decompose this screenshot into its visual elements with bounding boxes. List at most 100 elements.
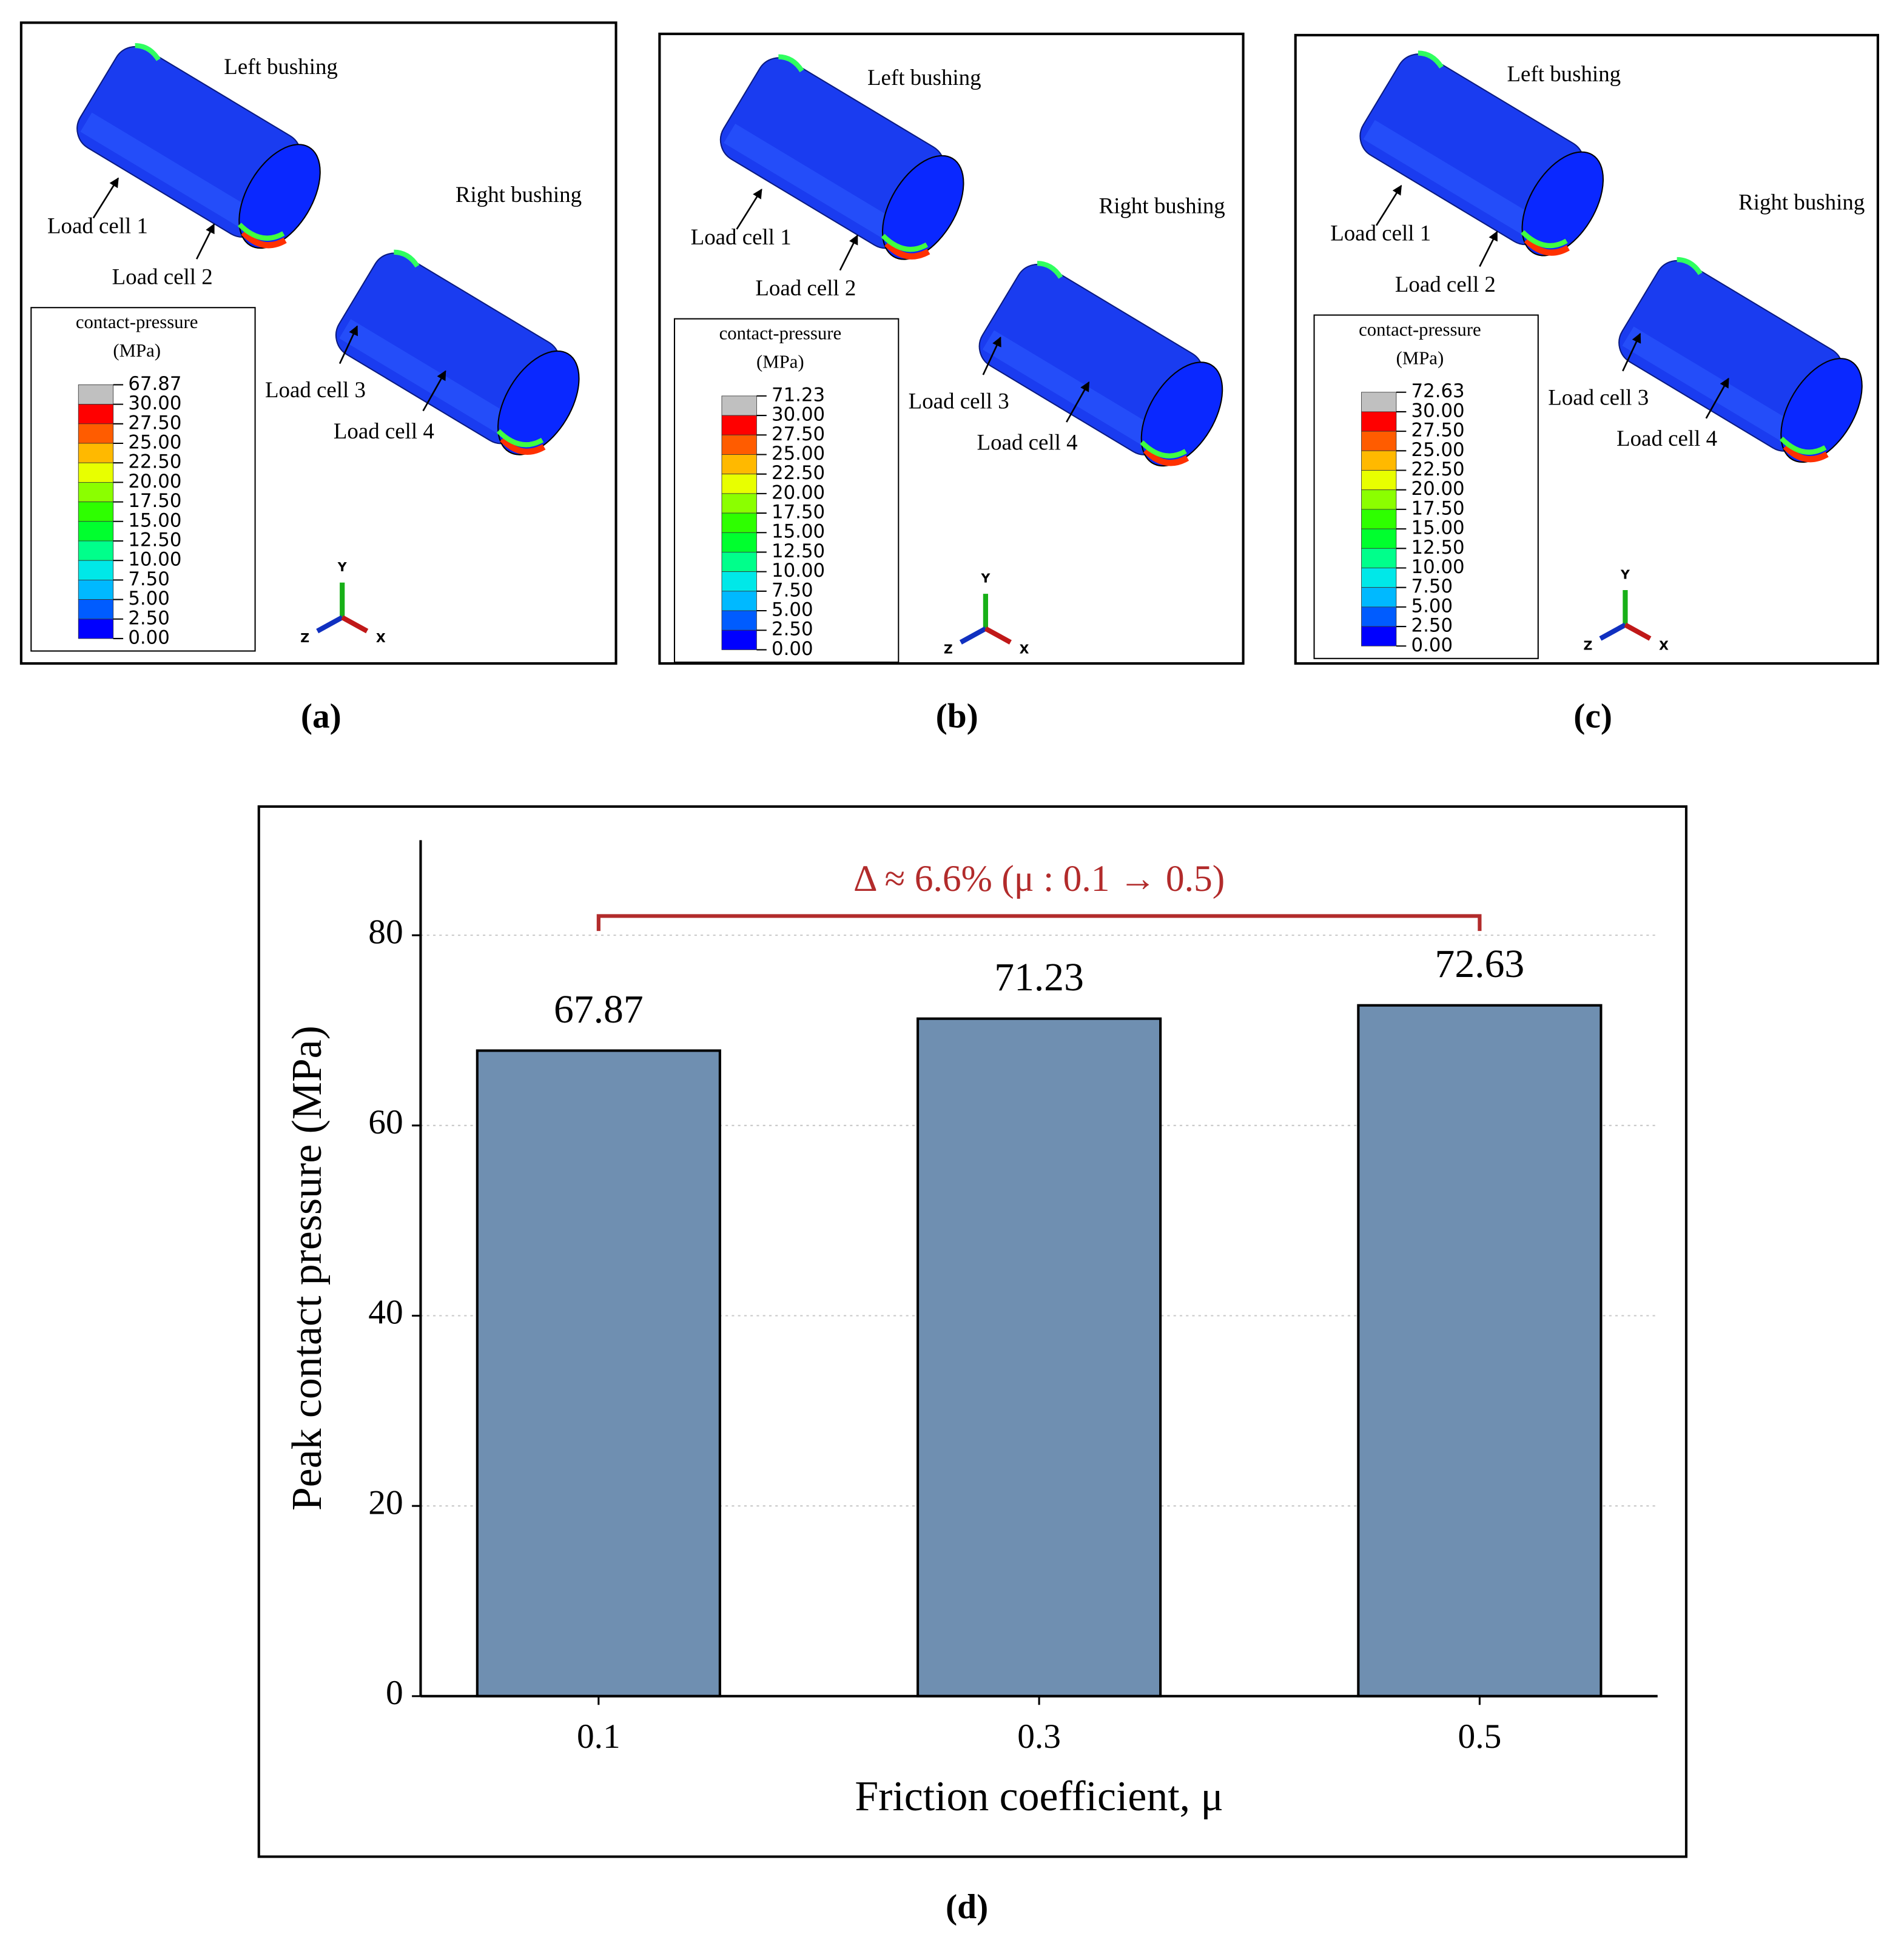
contact-zone — [237, 223, 285, 241]
axis-x — [341, 615, 369, 634]
legend-band — [1361, 606, 1397, 627]
legend-band — [721, 571, 757, 592]
bracket — [596, 914, 1482, 932]
panel-content: Left bushing Right bushing Load cell 1 Load… — [673, 54, 1225, 663]
y-tick-label: 20 — [368, 1483, 403, 1522]
bushing-shade — [724, 124, 904, 244]
contact-zone — [496, 429, 544, 448]
legend-label: 25.00 — [772, 443, 825, 465]
bushing-end — [1521, 151, 1604, 257]
arrow — [422, 370, 446, 412]
x-tick-label: 0.1 — [577, 1717, 621, 1756]
arrow — [338, 325, 358, 364]
arrow — [1705, 377, 1729, 419]
contact-zone — [241, 230, 287, 249]
legend-title: contact-pressure — [76, 312, 198, 332]
legend-band — [721, 591, 757, 611]
axis-label: Z — [1583, 638, 1592, 653]
annotation: Load cell 2 — [112, 264, 213, 289]
bar — [917, 1017, 1162, 1697]
legend-box — [1313, 314, 1539, 659]
legend-label: 67.87 — [128, 373, 181, 395]
legend-label: 27.50 — [772, 423, 825, 445]
panel-label: (d) — [946, 1888, 988, 1926]
y-tick-label: 0 — [386, 1674, 403, 1712]
legend-band — [1361, 489, 1397, 510]
legend-band — [78, 443, 114, 463]
legend-label: 0.00 — [1411, 634, 1453, 656]
y-tick-label: 60 — [368, 1103, 403, 1141]
contact-zone — [1524, 238, 1570, 256]
legend-label: 5.00 — [128, 588, 170, 609]
legend-unit: (MPa) — [113, 340, 161, 361]
legend-label: 72.63 — [1411, 380, 1465, 402]
value-label: 72.63 — [1435, 942, 1525, 986]
legend-band — [1361, 411, 1397, 432]
y-axis-label: Peak contact pressure (MPa) — [284, 1026, 331, 1511]
legend-band — [78, 619, 114, 639]
annotation: Load cell 4 — [1616, 426, 1717, 451]
legend-band — [78, 540, 114, 561]
contact-zone — [884, 241, 930, 260]
arrow — [982, 337, 1001, 375]
bar — [476, 1049, 721, 1697]
legend-label: 15.00 — [128, 509, 181, 531]
legend-label: 30.00 — [772, 404, 825, 426]
bushing — [1618, 257, 1863, 463]
annotation: Right bushing — [1738, 189, 1865, 214]
bushing-shade — [339, 319, 520, 440]
bushing-shade — [80, 112, 261, 233]
legend-label: 71.23 — [772, 384, 825, 406]
axis-label: X — [1020, 642, 1029, 656]
legend-band — [78, 482, 114, 503]
legend-band — [78, 599, 114, 620]
legend-band — [721, 512, 757, 533]
contact-zone — [1521, 230, 1568, 249]
contact-zone — [500, 437, 546, 455]
legend-band — [1361, 626, 1397, 646]
legend-label: 5.00 — [1411, 595, 1453, 617]
contact-zone — [394, 249, 420, 268]
legend-band — [78, 423, 114, 444]
legend-band — [721, 552, 757, 572]
legend-label: 2.50 — [128, 607, 170, 629]
legend-title: contact-pressure — [719, 323, 842, 343]
legend-band — [721, 493, 757, 514]
legend-label: 12.50 — [1411, 537, 1465, 559]
arrow — [1622, 332, 1641, 372]
axis-z — [1599, 622, 1627, 641]
panel-content: Left bushing Right bushing Load cell 1 Load… — [1313, 50, 1865, 659]
annotation: Load cell 4 — [334, 418, 434, 443]
annotation: Load cell 3 — [265, 377, 366, 402]
annotation: Load cell 1 — [1330, 221, 1431, 246]
arrow — [1479, 230, 1498, 267]
bushing-end — [881, 155, 964, 260]
legend-band — [1361, 568, 1397, 588]
legend-band — [1361, 431, 1397, 451]
legend-label: 22.50 — [1411, 458, 1465, 480]
bushing — [76, 43, 321, 249]
legend-label: 10.00 — [772, 560, 825, 582]
legend-label: 22.50 — [128, 451, 181, 473]
bushing-end — [1780, 358, 1863, 463]
legend-unit: (MPa) — [1396, 347, 1444, 368]
legend-band — [721, 474, 757, 494]
legend-band — [721, 610, 757, 631]
legend-band — [1361, 587, 1397, 608]
arrow — [1375, 184, 1402, 226]
contact-zone — [778, 54, 804, 73]
annotation: Load cell 2 — [755, 275, 856, 300]
contact-zone — [1779, 437, 1827, 455]
legend-band — [1361, 470, 1397, 491]
legend-label: 30.00 — [128, 392, 181, 414]
legend-band — [721, 395, 757, 416]
bushing-shade — [1363, 119, 1544, 241]
y-tick-label: 80 — [368, 913, 403, 951]
legend-label: 5.00 — [772, 599, 813, 621]
legend-label: 7.50 — [128, 568, 170, 590]
annotation: Left bushing — [867, 65, 981, 90]
value-label: 67.87 — [554, 987, 644, 1032]
axis-label: Z — [944, 642, 953, 656]
legend-label: 25.00 — [1411, 439, 1465, 461]
annotation: Right bushing — [1099, 193, 1225, 218]
